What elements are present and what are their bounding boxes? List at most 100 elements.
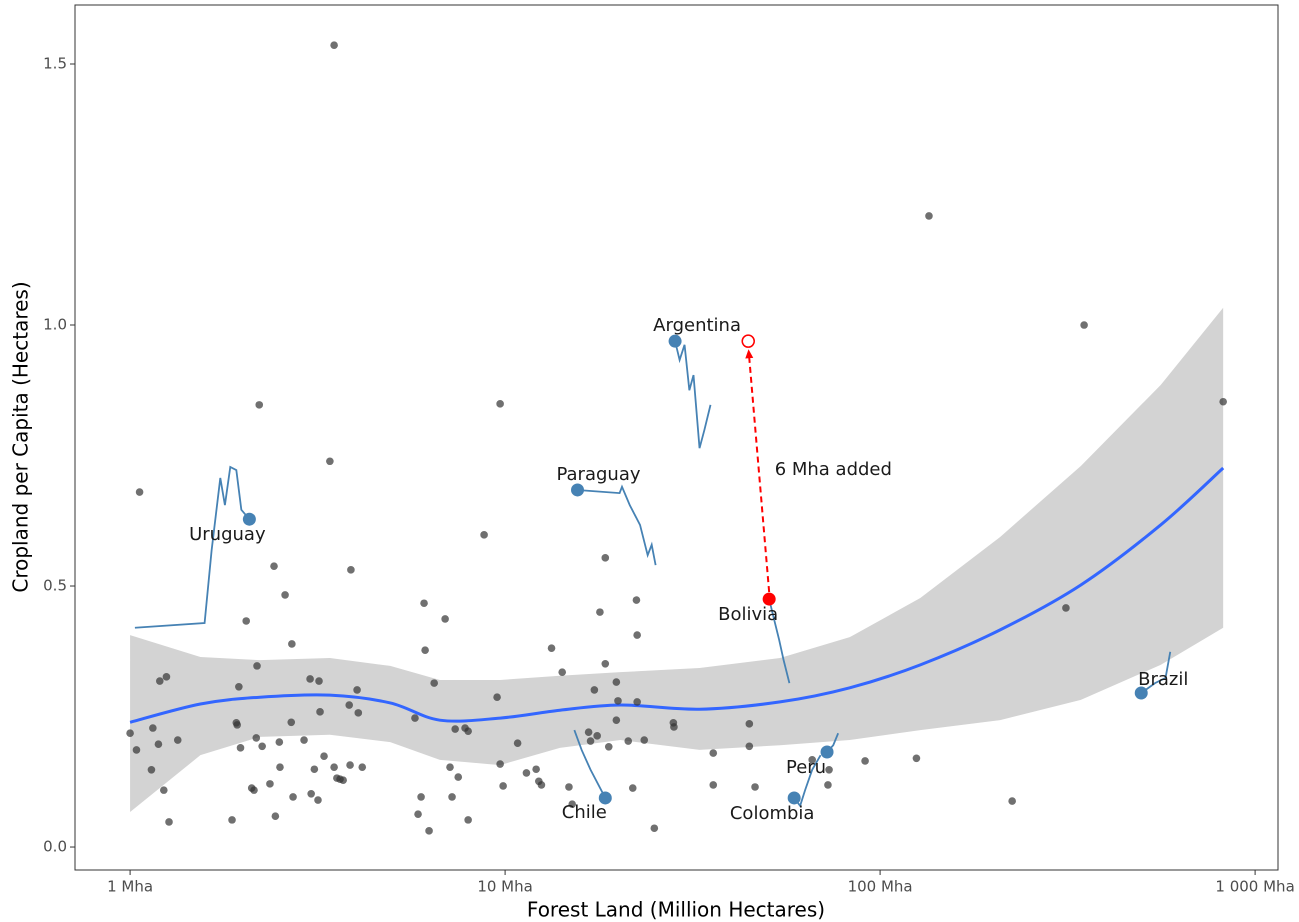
point (154, 740, 163, 748)
point (307, 789, 315, 798)
country-point (668, 334, 682, 348)
point (612, 678, 621, 686)
country-trajectory (134, 465, 251, 629)
country-label: Peru (786, 757, 826, 778)
x-axis-title: Forest Land (Million Hectares) (527, 898, 825, 922)
point (1080, 321, 1088, 329)
country-label: Argentina (653, 315, 741, 336)
point (537, 781, 546, 789)
point (358, 763, 367, 771)
point (633, 698, 641, 706)
point (425, 827, 433, 835)
point (640, 736, 649, 744)
point (235, 682, 243, 691)
point (593, 732, 601, 740)
point (326, 457, 334, 466)
point (242, 617, 251, 625)
point (565, 783, 573, 791)
point (496, 400, 504, 408)
point (586, 737, 595, 745)
point (149, 724, 157, 732)
point (925, 212, 933, 220)
point (493, 693, 501, 702)
point (289, 793, 297, 801)
point (310, 765, 319, 774)
point (253, 662, 261, 670)
point (160, 786, 168, 794)
country-trajectory (793, 754, 822, 808)
country-label: Uruguay (189, 524, 266, 545)
point (339, 776, 347, 785)
y-tick-label: 0.5 (43, 577, 67, 595)
point (446, 763, 454, 771)
point (601, 659, 610, 668)
x-tick-label: 1 Mha (107, 878, 153, 896)
point (454, 773, 463, 781)
point (147, 765, 156, 774)
point (824, 781, 832, 789)
smooth-line (129, 466, 1225, 724)
point (1219, 397, 1227, 406)
point (590, 686, 599, 694)
y-tick-label: 1.0 (43, 316, 67, 334)
point (132, 746, 141, 754)
country-point (571, 483, 585, 497)
point (135, 488, 144, 496)
country-point (787, 791, 801, 805)
country-trajectory (674, 340, 712, 449)
country-trajectory (1140, 651, 1172, 694)
point (300, 736, 308, 744)
point (316, 708, 324, 716)
point (330, 41, 338, 49)
point (354, 709, 363, 717)
point (250, 786, 258, 794)
country-point (762, 592, 776, 606)
point (417, 793, 425, 801)
point (451, 725, 459, 733)
point (861, 757, 869, 765)
point (330, 763, 338, 771)
point (1008, 797, 1016, 805)
point (287, 718, 296, 727)
point (709, 749, 718, 757)
point (430, 679, 438, 687)
point (522, 769, 531, 777)
point (513, 739, 522, 747)
point (612, 716, 621, 724)
point (547, 644, 556, 652)
point (320, 752, 328, 760)
point (275, 738, 284, 746)
point (709, 781, 718, 789)
country-point (1134, 686, 1148, 700)
country-trajectory (573, 729, 607, 799)
point (496, 760, 504, 768)
point (414, 810, 422, 818)
point (266, 780, 274, 788)
point (633, 631, 641, 639)
y-tick-label: 0.0 (43, 838, 67, 856)
point (155, 677, 164, 685)
point (499, 782, 507, 790)
x-tick-label: 100 Mha (848, 878, 913, 896)
point (464, 727, 472, 735)
country-label: Chile (562, 802, 607, 823)
point (306, 675, 314, 683)
point (596, 608, 604, 616)
country-label: Paraguay (556, 464, 640, 485)
point (315, 677, 323, 685)
y-axis-title: Cropland per Capita (Hectares) (9, 281, 33, 592)
annotation-target (741, 334, 755, 348)
country-trajectory (768, 598, 791, 684)
point (532, 765, 540, 774)
point (345, 701, 354, 709)
point (912, 754, 921, 763)
point (825, 765, 833, 774)
point (288, 640, 296, 648)
point (252, 734, 261, 742)
point (584, 728, 593, 736)
point (421, 646, 429, 655)
point (441, 615, 449, 623)
country-point (242, 512, 256, 526)
point (650, 824, 659, 833)
